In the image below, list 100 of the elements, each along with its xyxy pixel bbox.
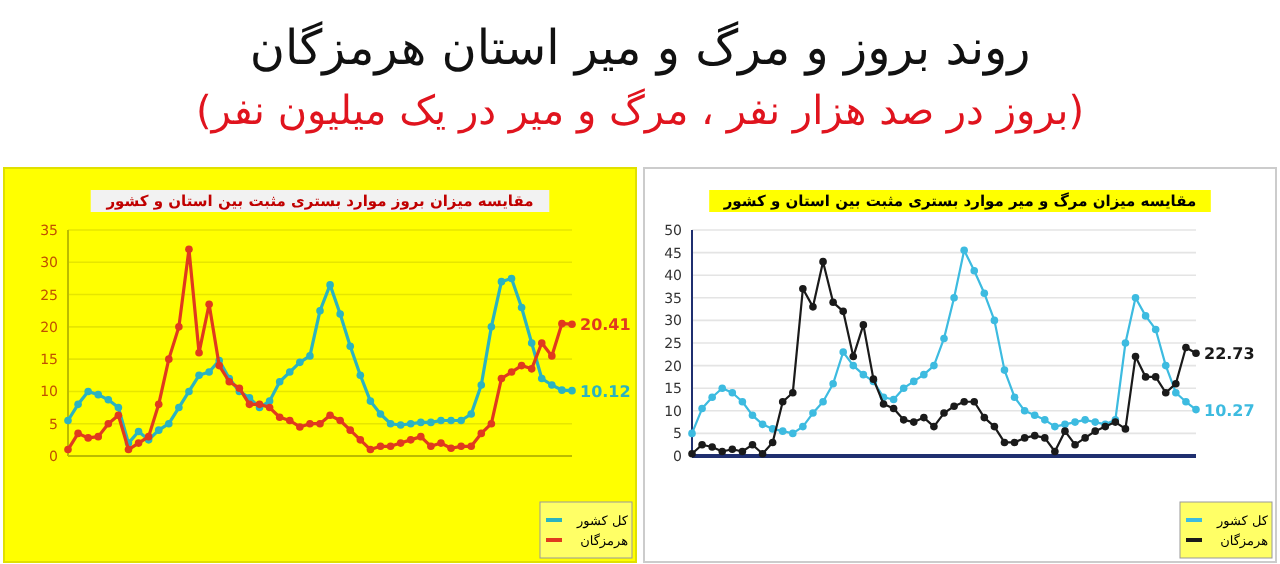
point [708, 393, 716, 402]
point [1172, 388, 1180, 397]
point [990, 316, 999, 325]
point [568, 386, 576, 395]
point [306, 419, 314, 428]
point [1051, 422, 1059, 431]
point [1010, 393, 1019, 402]
point [768, 438, 777, 447]
point [366, 445, 375, 454]
point [457, 416, 465, 425]
point [1182, 343, 1190, 352]
point [960, 397, 968, 406]
point [748, 440, 757, 449]
point [406, 436, 415, 444]
point [336, 310, 344, 318]
point [134, 427, 143, 436]
point [165, 419, 173, 428]
point [104, 396, 113, 404]
point [809, 409, 817, 417]
point [1010, 438, 1019, 447]
point [185, 245, 193, 254]
point [467, 442, 475, 451]
point [396, 439, 405, 447]
point [437, 416, 445, 425]
point [738, 447, 747, 456]
point [980, 289, 989, 298]
point [558, 386, 566, 394]
point [758, 420, 767, 429]
text: روند بروز و مرگ و میر استان هرمزگان [249, 20, 1031, 76]
point [1091, 418, 1099, 426]
point [1061, 420, 1069, 429]
point [507, 274, 516, 283]
point [477, 381, 486, 389]
point [205, 300, 213, 309]
point [819, 397, 827, 406]
point [1071, 418, 1079, 426]
point [396, 421, 405, 429]
point [718, 447, 727, 456]
point [517, 303, 526, 312]
point [175, 323, 183, 331]
point [698, 440, 706, 449]
point [265, 403, 274, 412]
point [839, 348, 847, 356]
point [920, 413, 928, 422]
point [537, 339, 546, 347]
point [728, 445, 737, 454]
point [859, 321, 868, 329]
point [84, 387, 92, 396]
point [477, 429, 486, 438]
point [104, 419, 113, 428]
point [427, 418, 435, 427]
point [296, 358, 304, 367]
point [728, 388, 737, 397]
point [960, 246, 968, 255]
point [1051, 447, 1059, 456]
point [285, 416, 294, 425]
data-label: 10.12 [580, 382, 631, 401]
point [275, 413, 284, 422]
point [940, 334, 948, 343]
point [537, 374, 546, 383]
point [114, 411, 123, 420]
point [1141, 373, 1150, 381]
point [1041, 434, 1049, 442]
point [1041, 416, 1049, 424]
point [205, 368, 213, 376]
point [930, 422, 938, 431]
point [306, 352, 314, 360]
point [417, 432, 425, 441]
point [1192, 349, 1200, 358]
point [64, 416, 72, 425]
point [1151, 325, 1160, 334]
point [1030, 411, 1039, 420]
point [990, 422, 999, 431]
point [195, 348, 203, 357]
point [175, 403, 183, 412]
point [265, 397, 274, 405]
point [1161, 361, 1170, 370]
point [980, 413, 989, 422]
point [154, 400, 163, 409]
point [778, 427, 787, 435]
point [1161, 388, 1170, 397]
point [1151, 373, 1160, 381]
point [527, 339, 536, 347]
point [829, 379, 837, 388]
point [356, 371, 365, 380]
point [849, 361, 858, 370]
point [940, 409, 948, 417]
point [698, 404, 706, 413]
point [154, 426, 163, 434]
point [1020, 407, 1029, 415]
point [447, 416, 455, 425]
point [316, 306, 324, 315]
point [356, 436, 365, 444]
point [859, 370, 868, 379]
point [909, 418, 918, 426]
point [1071, 440, 1079, 449]
point [899, 416, 908, 424]
point [889, 395, 898, 404]
point [778, 397, 787, 406]
point [1172, 379, 1180, 388]
